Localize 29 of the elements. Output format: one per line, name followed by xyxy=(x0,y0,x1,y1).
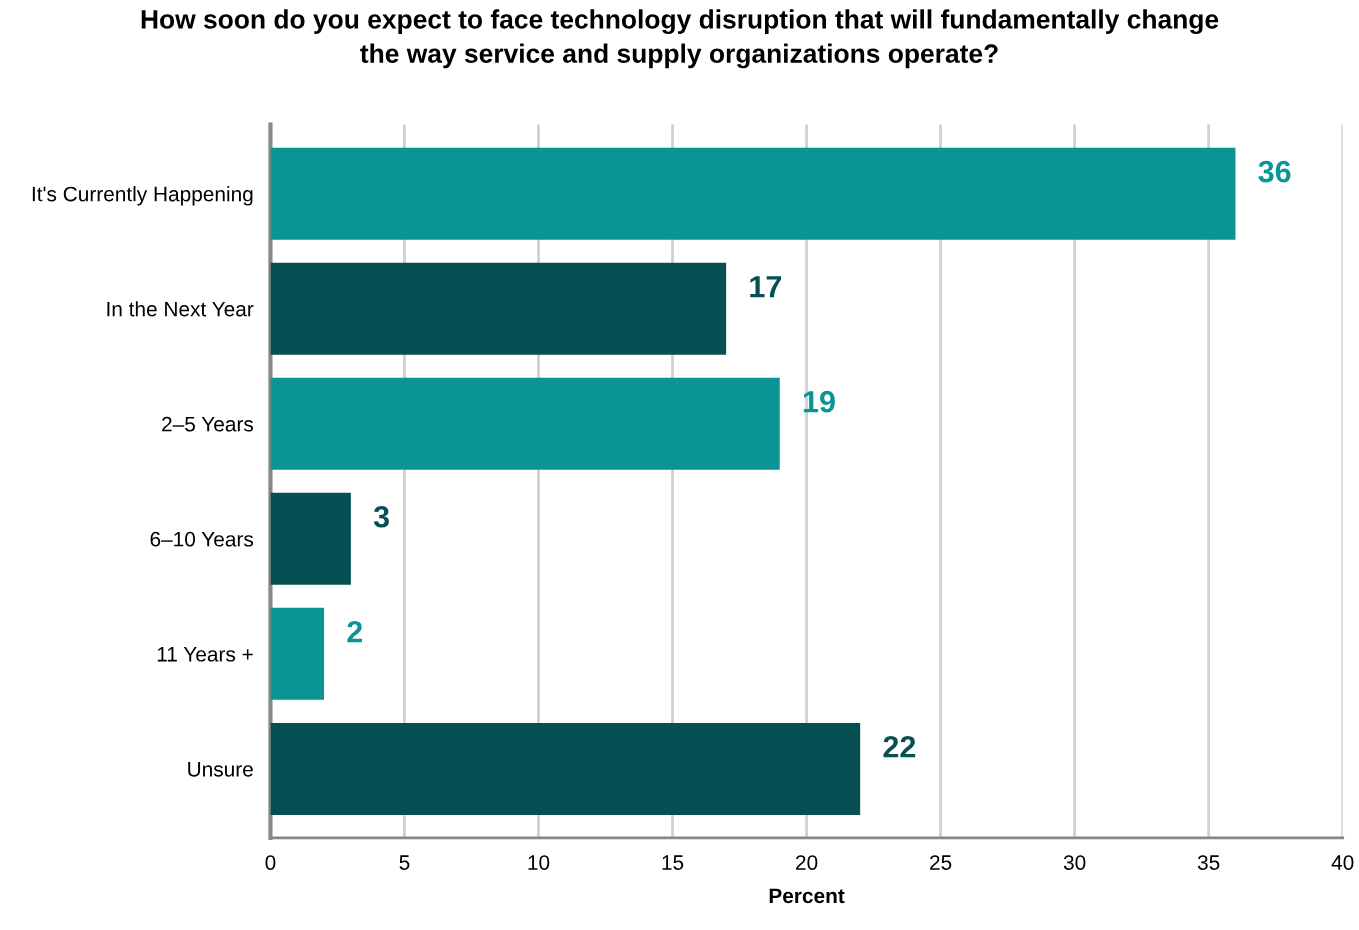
x-tick-label: 5 xyxy=(399,855,410,870)
bar xyxy=(270,607,325,700)
x-tick-label: 40 xyxy=(1331,855,1354,870)
bar xyxy=(270,492,351,585)
chart-title: How soon do you expect to face technology disruption that will fundamentally change the way service and supply organizations operate? xyxy=(141,9,1219,69)
data-label: 19 xyxy=(803,390,835,413)
data-label: 17 xyxy=(750,276,782,298)
y-tick-label: In the Next Year xyxy=(107,301,254,317)
x-axis-title: Percent xyxy=(769,888,845,904)
y-tick-label: It's Currently Happening xyxy=(32,186,253,206)
data-label: 36 xyxy=(1258,160,1291,183)
bar xyxy=(270,722,861,815)
data-label: 3 xyxy=(373,505,389,528)
x-tick-label: 30 xyxy=(1063,855,1086,870)
y-tick-label: 6–10 Years xyxy=(150,531,254,547)
data-label: 2 xyxy=(347,620,363,643)
bar xyxy=(270,262,727,355)
y-tick-label: 2–5 Years xyxy=(162,416,254,432)
x-tick-label: 0 xyxy=(265,855,276,870)
x-tick-label: 25 xyxy=(930,855,952,870)
x-tick-label: 35 xyxy=(1197,855,1220,870)
bar xyxy=(270,377,780,470)
data-label: 22 xyxy=(883,736,916,758)
bar xyxy=(270,147,1236,240)
x-tick-label: 10 xyxy=(528,855,550,870)
x-tick-label: 15 xyxy=(662,855,684,870)
y-tick-label: Unsure xyxy=(188,762,253,777)
x-tick-label: 20 xyxy=(796,855,818,870)
y-tick-label: 11 Years + xyxy=(157,647,253,662)
